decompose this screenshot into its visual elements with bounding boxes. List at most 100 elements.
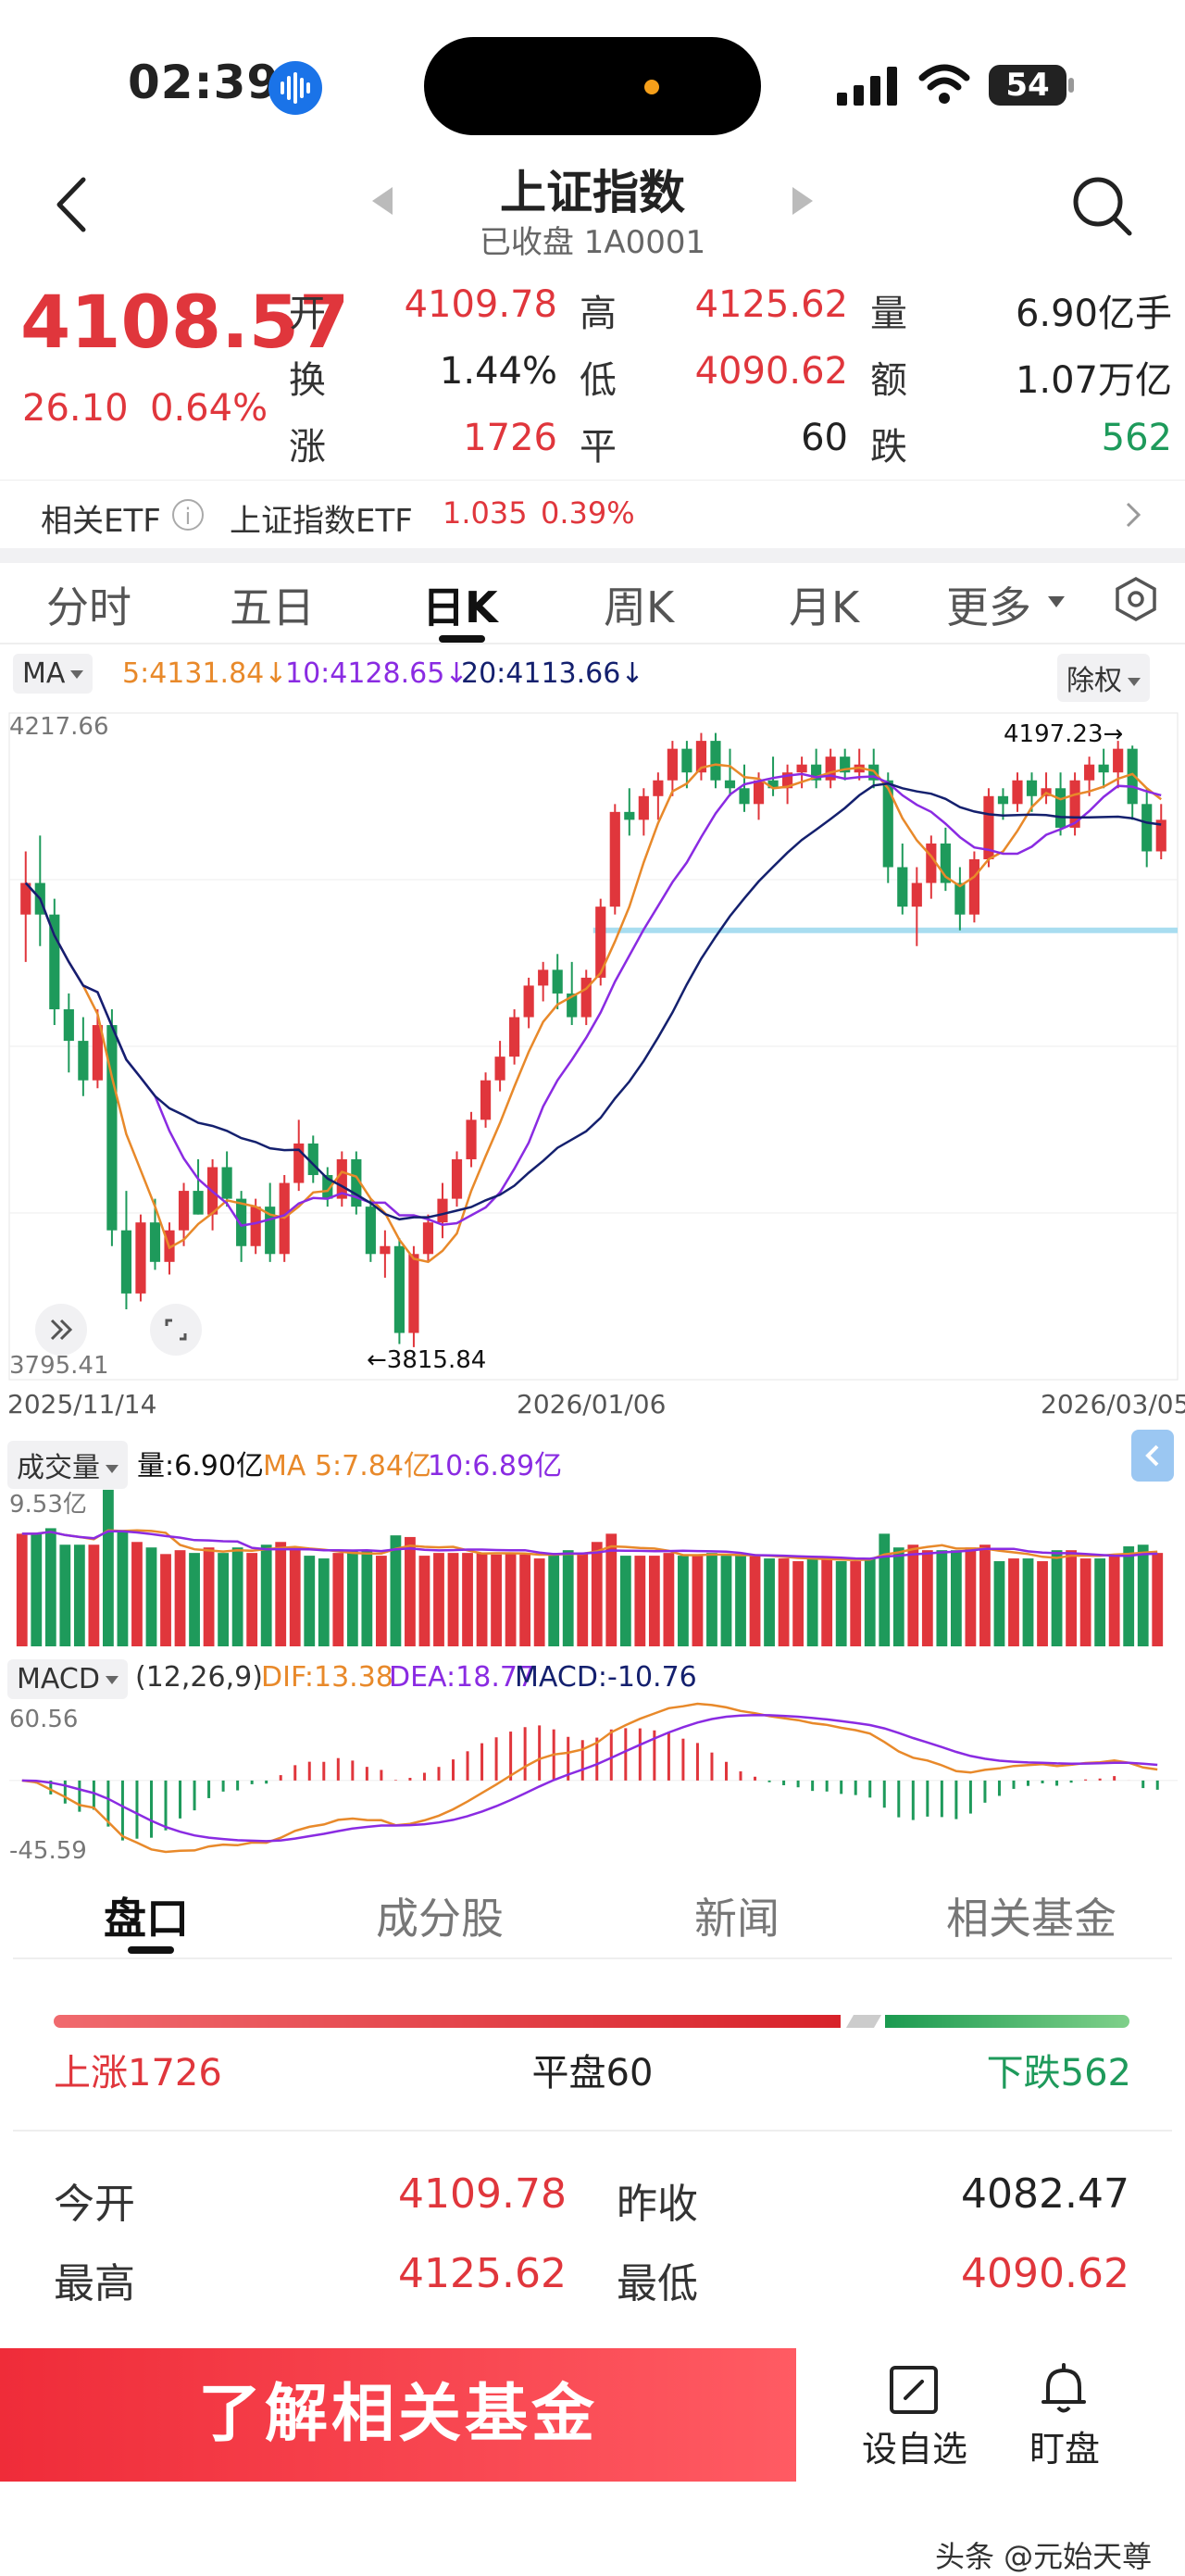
candle-body [1098,764,1109,773]
status-bar: 02:39 54 [0,0,1185,167]
volume-bar [491,1554,502,1646]
candle-body [753,780,765,805]
volume-bar [332,1553,344,1646]
volume-bar [289,1547,301,1646]
rise-breadth-bar [54,2015,841,2028]
day-low-value: 4090.62 [961,2250,1129,2297]
bell-icon[interactable] [1039,2363,1089,2417]
candle-body [92,1025,103,1081]
voice-wave-icon [268,61,322,115]
day-low-label: 最低 [617,2260,698,2307]
search-icon[interactable] [1068,172,1135,239]
volume-bar [1066,1550,1077,1646]
macd-dea: DEA:18.77 [389,1661,536,1694]
candle-body [466,1119,477,1159]
volume-bar [117,1531,129,1646]
volume-bar [462,1553,473,1646]
low-label: 低 [580,359,617,402]
candle-body [63,1008,74,1042]
date-label-end: 2026/03/05 [1041,1389,1185,1419]
learn-related-funds-button[interactable]: 了解相关基金 [0,2348,796,2482]
tab-divider [13,1957,1172,1959]
candle-body [380,1245,391,1255]
volume-bar [1037,1561,1048,1646]
volume-bar [591,1542,603,1646]
volume-bar [548,1553,560,1646]
tab-weekly-k[interactable]: 周K [604,582,675,632]
volume-chip-label: 成交量 [17,1452,100,1484]
dynamic-island [424,37,761,135]
candle-body [451,1158,463,1199]
volume-reading: 量:6.90亿 [137,1450,264,1482]
settings-hexagon-icon[interactable] [1113,576,1159,622]
tab-monthly-k[interactable]: 月K [789,582,860,632]
candle-body [1026,780,1038,796]
volume-bar [390,1535,402,1646]
add-watchlist-label[interactable]: 设自选 [861,2429,967,2470]
volume-bar [692,1556,704,1646]
volume-bar [31,1533,43,1646]
prev-index-icon[interactable] [370,185,394,217]
watermark: 头条 @元始天尊 [935,2539,1153,2574]
next-index-icon[interactable] [791,185,815,217]
volume-bar [16,1533,28,1646]
volume-indicator-select[interactable]: 成交量 [7,1441,128,1489]
ma20-line [24,782,1162,1221]
macd-indicator-select[interactable]: MACD [7,1659,128,1699]
volume-bar [634,1556,646,1646]
tab-constituents[interactable]: 成分股 [376,1894,504,1944]
candle-body [811,764,822,781]
tab-intraday[interactable]: 分时 [46,582,131,632]
candle-body [926,843,937,883]
ma20-arrow: ↓ [620,657,644,690]
edit-watchlist-icon[interactable] [889,2365,939,2415]
volume-bar [921,1550,933,1646]
volume-bar [1051,1550,1063,1646]
candle-body [120,1230,132,1294]
caret-down-icon [70,670,84,679]
tab-related-funds[interactable]: 相关基金 [946,1894,1116,1944]
open-value: 4109.78 [404,283,557,326]
volume-bar [160,1554,171,1646]
tab-daily-k[interactable]: 日K [422,582,498,632]
volume-bar [375,1556,387,1646]
tab-order-book[interactable]: 盘口 [104,1894,189,1944]
candle-body [422,1222,434,1255]
prev-close-value: 4082.47 [961,2170,1129,2218]
macd-chart [9,1702,1178,1854]
day-high-label: 最高 [54,2260,135,2307]
ma-indicator-select[interactable]: MA [13,654,94,694]
volume-bar [203,1547,215,1646]
amount-value: 1.07万亿 [1015,359,1172,402]
collapse-panel-icon[interactable] [1131,1430,1174,1482]
volume-bar [850,1561,862,1646]
adjust-select[interactable]: 除权 [1057,654,1150,702]
rise-count-value: 1726 [463,417,557,459]
volume-bar [993,1561,1005,1646]
back-icon[interactable] [48,172,93,237]
candlestick-chart[interactable] [0,704,1185,1389]
tab-more[interactable]: 更多 [946,582,1031,632]
tab-news[interactable]: 新闻 [694,1894,780,1944]
candle-body [609,811,620,907]
candle-body [1155,819,1166,852]
volume-bar [720,1556,732,1646]
watch-market-label[interactable]: 盯盘 [1029,2429,1100,2470]
tab-five-day[interactable]: 五日 [230,582,315,632]
related-etf-row[interactable]: 相关ETF i 上证指数ETF 1.035 0.39% [0,480,1185,549]
active-tab-indicator [439,635,485,643]
volume-bar [864,1558,876,1646]
fullscreen-icon[interactable] [150,1304,202,1356]
etf-name: 上证指数ETF [230,503,413,540]
fall-count-label: 跌 [870,426,907,469]
flat-count: 平盘60 [531,2052,654,2095]
date-label-mid: 2026/01/06 [517,1389,667,1419]
volume-bar [792,1561,805,1646]
info-icon[interactable]: i [172,499,204,531]
volume-bar [577,1553,589,1646]
dea-line [21,1713,1158,1843]
expand-icon[interactable] [35,1304,87,1356]
candle-body [1012,780,1023,805]
volume-bar [418,1556,430,1646]
volume-bar [103,1489,114,1646]
